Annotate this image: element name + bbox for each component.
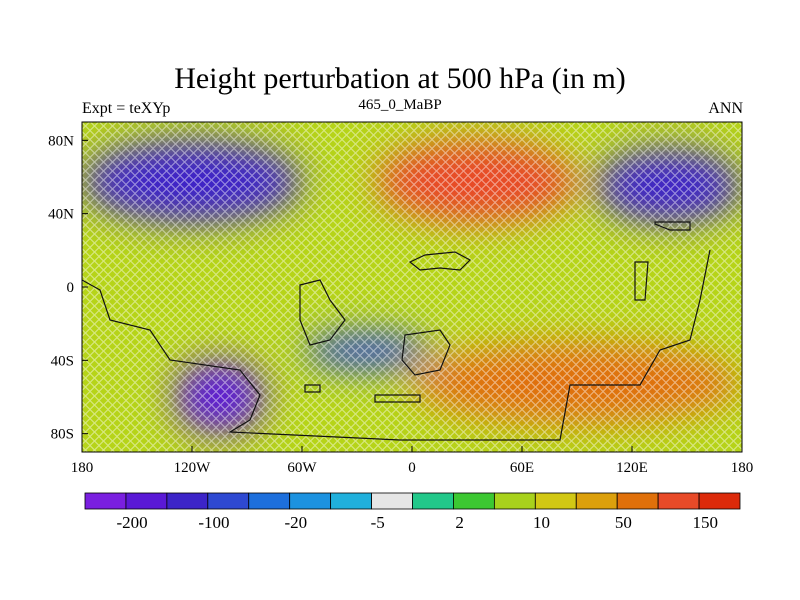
colorbar-swatch	[125, 492, 168, 510]
x-tick-label: 0	[408, 460, 416, 476]
colorbar-swatch	[412, 492, 454, 510]
x-tick-label: 120W	[174, 460, 212, 476]
colorbar-swatch	[330, 492, 372, 510]
colorbar-swatch	[371, 492, 413, 510]
colorbar-swatch	[453, 492, 495, 510]
y-tick-label: 40S	[51, 353, 74, 369]
colorbar-label: -200	[116, 513, 147, 532]
colorbar-label: 150	[692, 513, 718, 532]
y-tick-label: 40N	[48, 207, 74, 223]
x-tick-label: 180	[731, 460, 754, 476]
y-tick-label: 0	[67, 280, 75, 296]
colorbar-swatch	[248, 492, 291, 510]
colorbar-swatch	[698, 492, 741, 510]
colorbar-label: 50	[615, 513, 632, 532]
colorbar-label: -20	[284, 513, 307, 532]
season-label: ANN	[708, 100, 743, 117]
hatch-overlay	[82, 122, 742, 452]
plot-title: Height perturbation at 500 hPa (in m)	[174, 62, 626, 95]
time-label: 465_0_MaBP	[358, 97, 442, 113]
coastlines	[82, 221, 711, 441]
y-tick-label: 80S	[51, 427, 74, 443]
colorbar-swatch	[493, 492, 536, 510]
colorbar-swatch	[534, 492, 577, 510]
colorbar-swatch	[657, 492, 700, 510]
x-axis: 180 120W 60W 0 60E 120E 180	[71, 446, 754, 476]
colorbar-swatch	[166, 492, 209, 510]
colorbar-swatch	[616, 492, 659, 510]
x-tick-label: 180	[71, 460, 94, 476]
y-tick-label: 80N	[48, 133, 74, 149]
colorbar-swatch	[289, 492, 332, 510]
colorbar-label: -100	[198, 513, 229, 532]
x-tick-label: 120E	[616, 460, 648, 476]
colorbar-swatch	[84, 492, 127, 510]
colorbar-label: 2	[455, 513, 464, 532]
experiment-label: Expt = teXYp	[82, 100, 171, 117]
x-tick-label: 60E	[510, 460, 534, 476]
colorbar-label: -5	[371, 513, 385, 532]
colorbar-swatch	[207, 492, 250, 510]
colorbar: -200 -100 -20 -5 2 10 50 150	[84, 492, 741, 532]
y-axis: 80N 40N 0 40S 80S	[48, 133, 88, 443]
colorbar-swatch	[575, 492, 618, 510]
height-field	[82, 122, 742, 452]
x-tick-label: 60W	[287, 460, 317, 476]
colorbar-label: 10	[533, 513, 550, 532]
